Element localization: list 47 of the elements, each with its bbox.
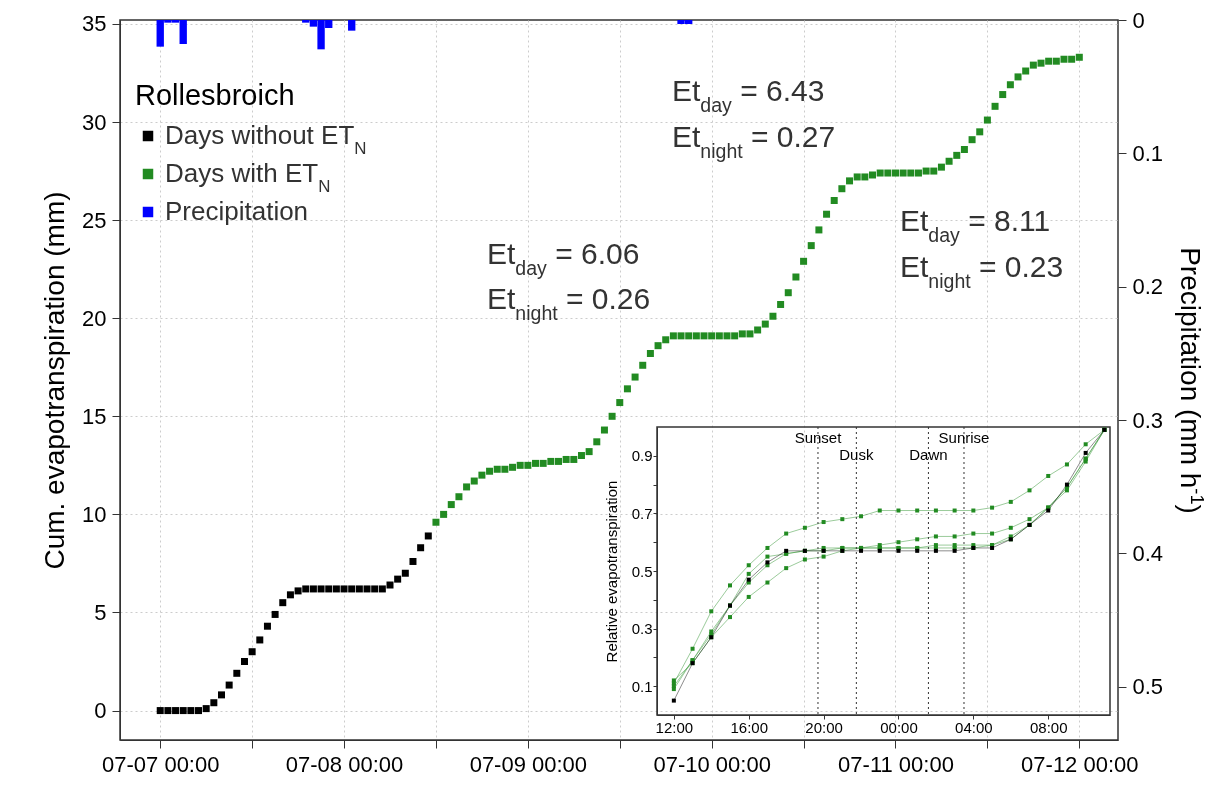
x-tick-label: 07-07 00:00	[102, 751, 220, 777]
ref-line-label: Dusk	[839, 446, 874, 463]
y2-tick-label: 0.3	[1132, 407, 1164, 433]
y-tick-label: 20	[82, 305, 107, 331]
x-tick-label: 07-11 00:00	[838, 751, 954, 777]
x-tick-label: 00:00	[880, 718, 918, 736]
annotation: Et$_{day}$ = 8.11	[900, 204, 1051, 246]
y2-tick-label: 0.4	[1132, 540, 1164, 566]
annotation: Et$_{night}$ = 0.26	[487, 282, 651, 324]
legend-title: Rollesbroich	[135, 79, 295, 111]
y-tick-label: 10	[82, 501, 107, 527]
legend-label: Days with ET$_{N}$	[165, 158, 331, 196]
legend-label: Precipitation	[165, 196, 309, 226]
y2-tick-label: 0	[1132, 7, 1145, 33]
x-tick-label: 07-09 00:00	[469, 751, 588, 777]
annotation: Et$_{night}$ = 0.23	[900, 250, 1064, 292]
y-tick-label: 0.7	[631, 504, 653, 522]
legend-label: Days without ET$_{N}$	[165, 120, 367, 158]
ref-line-label: Sunrise	[938, 429, 990, 446]
y-tick-label: 0.3	[631, 620, 653, 638]
y-tick-label: 25	[82, 207, 107, 233]
annotation: Et$_{night}$ = 0.27	[672, 120, 836, 162]
x-tick-label: 20:00	[805, 718, 843, 736]
y-tick-label: 0	[94, 698, 107, 724]
x-tick-label: 12:00	[655, 718, 694, 736]
x-tick-label: 04:00	[955, 718, 993, 736]
x-tick-label: 07-12 00:00	[1021, 751, 1139, 777]
y-axis-title: Cum. evapotranspiration (mm)	[39, 191, 71, 570]
annotation: Et$_{day}$ = 6.06	[487, 237, 640, 279]
y-axis-title: Relative evapotranspiration	[602, 480, 620, 663]
x-tick-label: 08:00	[1029, 718, 1068, 736]
y-tick-label: 0.1	[631, 677, 653, 695]
y-tick-label: 35	[82, 11, 107, 37]
ref-line-label: Dawn	[909, 446, 948, 463]
x-tick-label: 07-10 00:00	[653, 751, 771, 777]
x-tick-label: 07-08 00:00	[285, 751, 404, 777]
y2-tick-label: 0.5	[1132, 674, 1164, 700]
y-tick-label: 5	[94, 599, 107, 625]
y2-tick-label: 0.1	[1132, 140, 1164, 166]
y-tick-label: 0.5	[631, 562, 653, 580]
ref-line-label: Sunset	[794, 429, 843, 446]
y-tick-label: 0.9	[631, 447, 653, 465]
y2-tick-label: 0.2	[1132, 274, 1164, 300]
y-tick-label: 30	[82, 109, 107, 135]
x-tick-label: 16:00	[730, 718, 768, 736]
y-tick-label: 15	[82, 403, 107, 429]
annotation: Et$_{day}$ = 6.43	[672, 74, 825, 116]
